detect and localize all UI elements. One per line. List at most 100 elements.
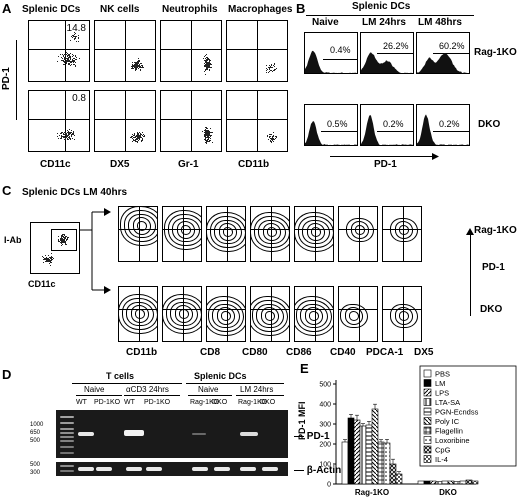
event-dot [270,70,272,72]
event-dot [61,135,63,137]
event-dot [64,132,66,134]
event-dot [265,67,267,69]
event-dot [209,138,211,140]
event-dot [56,133,58,135]
event-dot [64,137,66,139]
event-dot [69,57,71,59]
legend-swatch [423,398,432,406]
event-dot [68,133,70,135]
event-dot [207,57,209,59]
event-dot [74,36,76,38]
histogram-trace [305,50,357,73]
event-dot [63,133,65,135]
event-dot [48,260,50,262]
event-dot [204,71,206,73]
event-dot [271,65,273,67]
event-dot [51,259,53,261]
event-dot [49,264,51,266]
event-dot [209,61,211,63]
event-dot [66,136,68,138]
event-dot [209,64,210,66]
event-dot [207,63,209,65]
event-dot [207,138,209,140]
contour-ring [210,215,245,249]
contour-plot [382,286,422,342]
event-dot [272,67,274,69]
event-dot [141,139,143,141]
event-dot [266,68,268,70]
event-dot [69,40,71,41]
y-tick-label: 300 [319,422,331,429]
event-dot [207,128,209,130]
event-dot [211,135,213,137]
event-dot [139,135,141,137]
event-dot [209,66,211,68]
event-dot [61,134,63,136]
event-dot [65,54,67,56]
event-dot [74,134,76,136]
event-dot [78,36,80,38]
event-dot [206,134,208,136]
event-dot [202,131,204,133]
event-dot [208,61,210,63]
event-dot [68,56,70,58]
event-dot [65,244,67,246]
event-dot [133,134,135,136]
histogram-trace [417,53,469,73]
panel-b-hist-rag-lm24: 26.2% [360,32,414,74]
event-dot [65,132,67,134]
event-dot [75,36,77,38]
event-dot [266,135,268,137]
event-dot [48,259,50,261]
event-dot [132,67,134,69]
event-dot [139,66,141,68]
event-dot [272,132,274,134]
panel-c-xlabel-1: CD11b [126,347,158,358]
bar [353,419,361,485]
event-dot [59,241,61,242]
event-dot [70,138,72,140]
contour-ring [128,213,156,239]
gel-band [60,416,74,418]
bar [429,480,437,485]
event-dot [208,136,210,138]
bar [417,480,425,485]
event-dot [209,134,211,136]
contour-ring [258,219,286,245]
panel-c-ylabel: PD-1 [482,262,505,273]
event-dot [205,55,207,57]
event-dot [140,134,142,136]
event-dot [137,133,139,135]
event-dot [69,64,71,66]
event-dot [137,62,139,64]
panel-c-xlabel-5: CD40 [330,347,356,358]
event-dot [64,54,66,56]
event-dot [205,68,207,70]
event-dot [69,129,71,131]
event-dot [61,132,63,134]
event-dot [205,58,207,60]
event-dot [135,138,137,140]
event-dot [210,128,212,130]
event-dot [134,69,136,71]
event-dot [68,134,70,136]
event-dot [69,137,71,139]
event-dot [207,68,209,70]
event-dot [61,136,63,138]
panel-c-xlabel-2: CD8 [200,347,221,358]
event-dot [71,133,73,135]
event-dot [205,137,207,139]
event-dot [133,66,135,68]
legend-swatch [423,445,432,454]
event-dot [132,141,134,143]
event-dot [71,55,73,57]
event-dot [61,243,63,245]
contour-ring [216,307,236,325]
event-dot [47,254,49,256]
event-dot [142,131,144,133]
event-dot [133,62,135,64]
event-dot [139,138,141,140]
event-dot [205,63,207,65]
event-dot [58,241,60,243]
event-dot [46,259,48,261]
